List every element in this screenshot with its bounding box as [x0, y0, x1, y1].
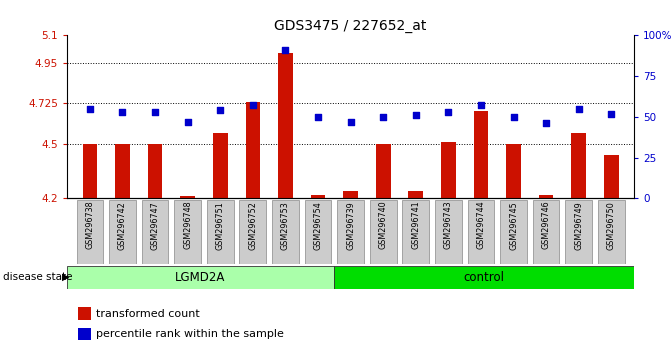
Bar: [180, 196, 195, 198]
Text: GSM296739: GSM296739: [346, 201, 355, 250]
Text: GSM296754: GSM296754: [313, 201, 323, 250]
FancyBboxPatch shape: [240, 200, 266, 264]
FancyBboxPatch shape: [403, 200, 429, 264]
Point: [345, 119, 356, 125]
Bar: [506, 144, 521, 198]
Text: transformed count: transformed count: [97, 309, 200, 319]
Text: GSM296741: GSM296741: [411, 201, 420, 250]
FancyBboxPatch shape: [533, 200, 560, 264]
Bar: [79, 327, 91, 341]
FancyBboxPatch shape: [142, 200, 168, 264]
Bar: [539, 195, 554, 198]
Bar: [311, 195, 325, 198]
FancyBboxPatch shape: [338, 200, 364, 264]
FancyBboxPatch shape: [566, 200, 592, 264]
Point: [215, 108, 225, 113]
Text: GSM296743: GSM296743: [444, 201, 453, 250]
Text: GSM296751: GSM296751: [216, 201, 225, 250]
Text: GSM296753: GSM296753: [281, 201, 290, 250]
Bar: [409, 191, 423, 198]
Point: [476, 103, 486, 108]
Text: GSM296752: GSM296752: [248, 201, 258, 250]
FancyBboxPatch shape: [67, 266, 334, 289]
Text: LGMD2A: LGMD2A: [175, 270, 225, 284]
Point: [378, 114, 389, 120]
Text: percentile rank within the sample: percentile rank within the sample: [97, 329, 285, 339]
Bar: [278, 53, 293, 198]
Text: control: control: [464, 270, 505, 284]
FancyBboxPatch shape: [305, 200, 331, 264]
FancyBboxPatch shape: [435, 200, 462, 264]
Point: [411, 112, 421, 118]
Point: [508, 114, 519, 120]
Bar: [115, 144, 130, 198]
FancyBboxPatch shape: [598, 200, 625, 264]
Bar: [148, 144, 162, 198]
Point: [443, 109, 454, 115]
FancyBboxPatch shape: [272, 200, 299, 264]
Text: ▶: ▶: [62, 272, 69, 282]
Title: GDS3475 / 227652_at: GDS3475 / 227652_at: [274, 19, 427, 33]
Point: [606, 111, 617, 116]
Bar: [83, 144, 97, 198]
Point: [280, 47, 291, 53]
Point: [313, 114, 323, 120]
FancyBboxPatch shape: [174, 200, 201, 264]
Point: [248, 103, 258, 108]
Point: [85, 106, 95, 112]
Bar: [376, 144, 391, 198]
Point: [573, 106, 584, 112]
FancyBboxPatch shape: [468, 200, 495, 264]
Point: [541, 120, 552, 126]
Text: GSM296744: GSM296744: [476, 201, 485, 250]
Text: GSM296748: GSM296748: [183, 201, 192, 250]
Bar: [246, 102, 260, 198]
Text: GSM296750: GSM296750: [607, 201, 616, 250]
FancyBboxPatch shape: [370, 200, 397, 264]
Text: GSM296740: GSM296740: [378, 201, 388, 250]
Bar: [213, 133, 227, 198]
Text: disease state: disease state: [3, 272, 73, 282]
Bar: [604, 155, 619, 198]
Point: [150, 109, 160, 115]
Text: GSM296747: GSM296747: [150, 201, 160, 250]
Text: GSM296742: GSM296742: [118, 201, 127, 250]
FancyBboxPatch shape: [76, 200, 103, 264]
Text: GSM296745: GSM296745: [509, 201, 518, 250]
Text: GSM296738: GSM296738: [85, 201, 95, 250]
Text: GSM296746: GSM296746: [541, 201, 551, 250]
FancyBboxPatch shape: [334, 266, 634, 289]
FancyBboxPatch shape: [109, 200, 136, 264]
Bar: [344, 191, 358, 198]
Bar: [572, 133, 586, 198]
Point: [117, 109, 128, 115]
Bar: [79, 307, 91, 320]
Point: [183, 119, 193, 125]
Text: GSM296749: GSM296749: [574, 201, 583, 250]
Bar: [441, 142, 456, 198]
Bar: [474, 112, 488, 198]
FancyBboxPatch shape: [207, 200, 234, 264]
FancyBboxPatch shape: [500, 200, 527, 264]
